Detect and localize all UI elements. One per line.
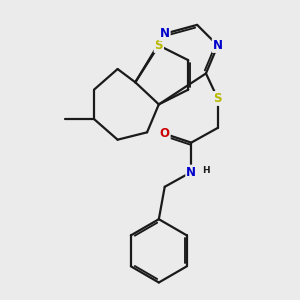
Text: N: N (160, 27, 170, 40)
Text: S: S (154, 39, 163, 52)
Text: S: S (214, 92, 222, 105)
Text: N: N (186, 166, 196, 178)
Text: O: O (160, 127, 170, 140)
Text: N: N (213, 39, 223, 52)
Text: H: H (202, 166, 210, 175)
